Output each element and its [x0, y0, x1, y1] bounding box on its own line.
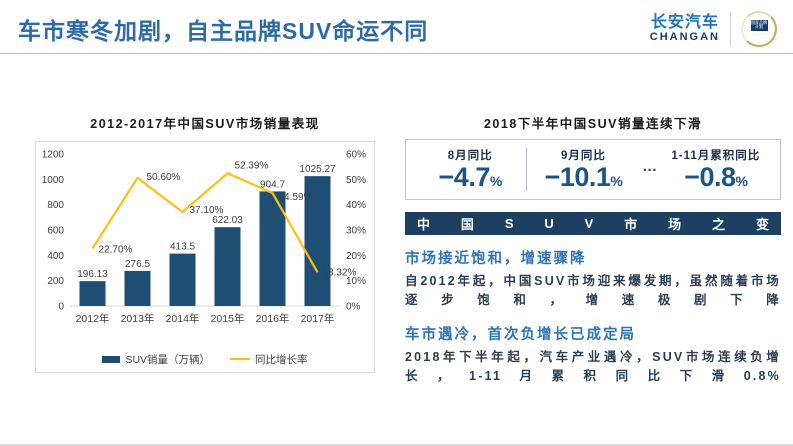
- svg-text:600: 600: [47, 226, 64, 237]
- stat-jan-nov: 1-11月累积同比 −0.8%: [660, 145, 772, 194]
- svg-text:1025.27: 1025.27: [299, 164, 336, 175]
- svg-text:10%: 10%: [346, 276, 366, 287]
- svg-text:60%: 60%: [346, 150, 366, 161]
- legend-label: SUV销量（万辆）: [125, 353, 211, 366]
- svg-text:2015年: 2015年: [211, 312, 245, 325]
- decline-stats-box: 8月同比 −4.7% 9月同比 −10.1% … 1-11月累积同比 −0.8%: [405, 139, 781, 200]
- stat-value: −4.7%: [438, 162, 503, 193]
- section-1-body: 自2012年起，中国SUV市场迎来爆发期，虽然随着市场逐步饱和，增速极剧下降: [405, 274, 781, 308]
- sales-chart: 0 200 400 600 800 1000 1200 0% 10% 20% 30% 40% 50% 60…: [35, 141, 375, 373]
- stat-value: −0.8%: [684, 162, 748, 193]
- svg-text:2016年: 2016年: [256, 312, 290, 325]
- section-1-heading: 市场接近饱和，增速骤降: [405, 251, 587, 267]
- svg-text:800: 800: [47, 200, 64, 211]
- svg-text:20%: 20%: [346, 251, 366, 262]
- svg-text:200: 200: [47, 276, 64, 287]
- svg-text:1200: 1200: [42, 150, 65, 161]
- stat-august: 8月同比 −4.7%: [414, 145, 526, 194]
- changan-logo: 长安汽车 CHANGAN 国家品牌计划 ·····: [650, 10, 777, 47]
- svg-text:196.13: 196.13: [77, 269, 108, 280]
- sales-chart-svg: 0 200 400 600 800 1000 1200 0% 10% 20% 30% 40% 50% 60…: [42, 150, 366, 326]
- legend-label: 同比增长率: [255, 353, 308, 366]
- stat-label: 9月同比: [561, 150, 606, 163]
- svg-text:1000: 1000: [42, 175, 65, 186]
- stat-label: 1-11月累积同比: [671, 150, 761, 163]
- svg-text:400: 400: [47, 251, 64, 262]
- header: 车市寒冬加剧，自主品牌SUV命运不同 长安汽车 CHANGAN 国家品牌计划 ·…: [0, 0, 793, 54]
- chart-title: 2012-2017年中国SUV市场销量表现: [90, 117, 320, 131]
- svg-text:40%: 40%: [346, 200, 366, 211]
- page-title: 车市寒冬加剧，自主品牌SUV命运不同: [18, 17, 429, 44]
- brand-badge-label: 国家品牌计划: [750, 19, 768, 31]
- svg-text:30%: 30%: [346, 226, 366, 237]
- line-swatch-icon: [230, 357, 251, 361]
- right-panel-title: 2018下半年中国SUV销量连续下滑: [483, 117, 702, 131]
- svg-text:52.39%: 52.39%: [235, 160, 269, 171]
- svg-text:0%: 0%: [346, 302, 361, 313]
- logo-divider: [730, 11, 731, 46]
- svg-text:904.7: 904.7: [260, 179, 285, 190]
- legend-item-growth-rate: 同比增长率: [230, 352, 308, 367]
- svg-text:13.32%: 13.32%: [323, 267, 357, 278]
- svg-text:413.5: 413.5: [170, 242, 195, 253]
- sales-chart-panel: 2012-2017年中国SUV市场销量表现 0 200 400 600 800 1000 1…: [35, 113, 375, 373]
- svg-text:22.70%: 22.70%: [99, 244, 133, 255]
- bar-swatch-icon: [102, 355, 121, 363]
- svg-text:50%: 50%: [346, 175, 366, 186]
- logo-cn-text: 长安汽车: [650, 13, 719, 31]
- chart-legend: SUV销量（万辆） 同比增长率: [36, 346, 374, 372]
- svg-text:2014年: 2014年: [166, 312, 200, 325]
- brand-badge-icon: 国家品牌计划 ·····: [741, 10, 777, 47]
- changan-logotype: 长安汽车 CHANGAN: [650, 14, 720, 44]
- svg-text:37.10%: 37.10%: [190, 205, 224, 216]
- stat-value: −10.1%: [544, 162, 623, 193]
- svg-text:50.60%: 50.60%: [147, 172, 181, 183]
- svg-text:276.5: 276.5: [125, 259, 150, 270]
- svg-text:2013年: 2013年: [121, 312, 155, 325]
- stat-label: 8月同比: [447, 150, 493, 163]
- svg-text:2012年: 2012年: [76, 312, 110, 325]
- svg-text:44.59%: 44.59%: [279, 192, 313, 203]
- legend-item-suv-sales: SUV销量（万辆）: [102, 352, 210, 367]
- svg-text:622.03: 622.03: [212, 215, 243, 226]
- stat-september: 9月同比 −10.1%: [527, 145, 639, 194]
- stats-ellipsis: …: [642, 158, 658, 175]
- logo-en-text: CHANGAN: [649, 31, 720, 44]
- brand-badge-dots: ·····: [752, 31, 766, 38]
- svg-text:2017年: 2017年: [301, 312, 335, 325]
- svg-text:0: 0: [58, 302, 64, 313]
- stat-divider: [526, 148, 528, 191]
- section-2-body: 2018年下半年起，汽车产业遇冷，SUV市场连续负增长，1-11月累积同比下滑0…: [405, 349, 781, 384]
- section-2-heading: 车市遇冷，首次负增长已成定局: [405, 326, 636, 343]
- market-decline-panel: 2018下半年中国SUV销量连续下滑 8月同比 −4.7% 9月同比 −10.1…: [405, 113, 781, 387]
